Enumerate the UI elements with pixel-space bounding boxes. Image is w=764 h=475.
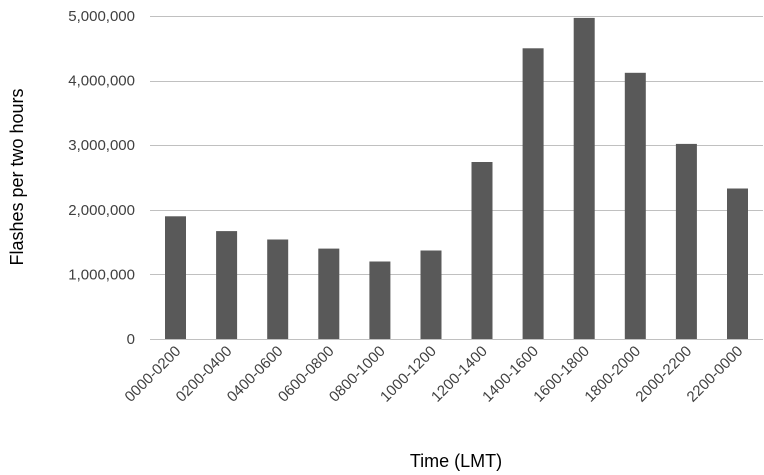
bar (573, 17, 595, 340)
y-tick-label: 5,000,000 (68, 8, 135, 25)
bars (165, 17, 748, 340)
bar (675, 143, 697, 339)
bar (267, 239, 289, 339)
x-axis-title: Time (LMT) (410, 451, 502, 471)
y-tick-label: 0 (127, 331, 135, 348)
bar (318, 248, 340, 339)
bar (471, 162, 493, 339)
bar (420, 250, 442, 339)
y-axis-tick-labels: 0 1,000,000 2,000,000 3,000,000 4,000,000 5,0… (68, 8, 135, 348)
y-tick-label: 3,000,000 (68, 137, 135, 154)
y-tick-label: 2,000,000 (68, 202, 135, 219)
bar (369, 261, 391, 339)
bar (165, 216, 186, 339)
gridlines (150, 16, 763, 340)
bar (216, 231, 238, 339)
y-tick-label: 1,000,000 (68, 266, 135, 283)
x-axis-tick-labels: 0000-02000200-04000400-06000600-08000800… (122, 343, 747, 406)
bar (624, 72, 646, 340)
y-tick-label: 4,000,000 (68, 73, 135, 90)
x-tick-label: 2200-0000 (684, 343, 747, 406)
y-axis-title: Flashes per two hours (7, 88, 27, 265)
bar (727, 188, 748, 339)
bar (522, 48, 544, 340)
